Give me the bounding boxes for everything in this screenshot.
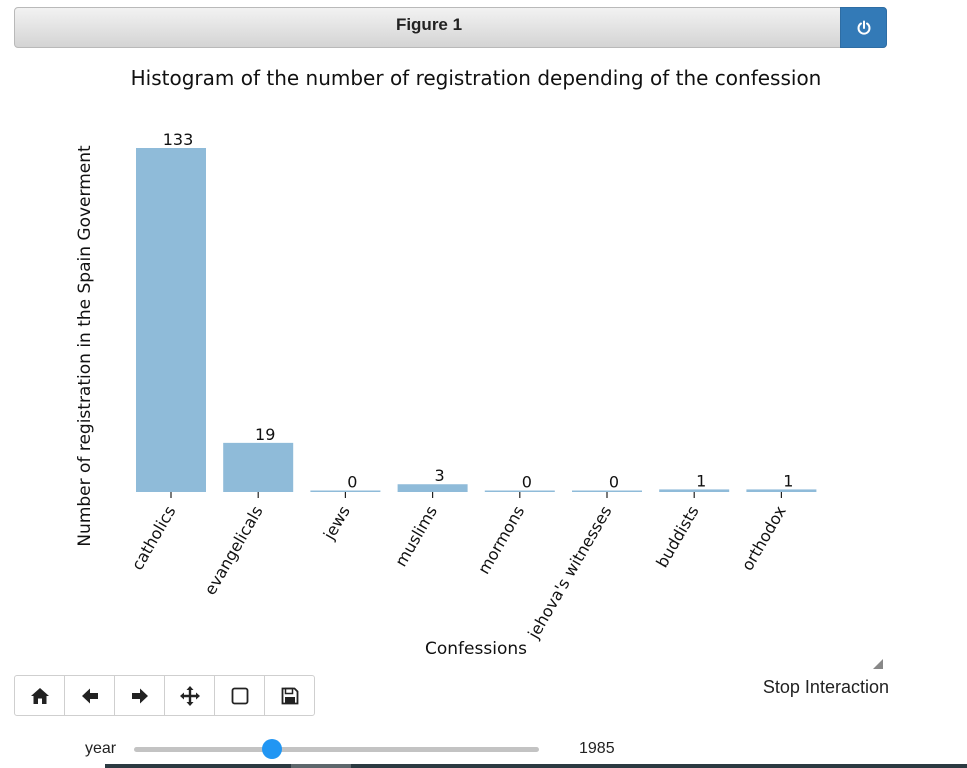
x-tick-label: muslims: [391, 503, 441, 570]
home-button[interactable]: [14, 675, 65, 716]
bar-chart: Histogram of the number of registration …: [75, 66, 822, 659]
x-tick-label: jehova's witnesses: [524, 503, 616, 643]
back-arrow-icon: [81, 688, 98, 703]
data-label: 0: [347, 473, 357, 492]
save-button[interactable]: [264, 675, 315, 716]
close-figure-button[interactable]: [840, 7, 887, 48]
data-label: 0: [522, 473, 532, 492]
year-slider-label: year: [85, 740, 117, 757]
bar-jehova-s-witnesses: [572, 490, 642, 492]
year-slider-value: 1985: [579, 740, 615, 757]
data-label: 19: [255, 425, 275, 444]
power-icon: [857, 20, 870, 35]
data-label: 0: [609, 473, 619, 492]
year-slider-track[interactable]: [134, 747, 539, 752]
zoom-button[interactable]: [214, 675, 265, 716]
pan-button[interactable]: [164, 675, 215, 716]
bar-buddists: [659, 489, 730, 492]
bar-catholics: [136, 148, 206, 492]
stop-interaction-link[interactable]: Stop Interaction: [762, 677, 889, 697]
forward-button[interactable]: [114, 675, 165, 716]
x-tick-label: catholics: [128, 503, 180, 574]
bar-jews: [310, 490, 381, 492]
x-tick-label: orthodox: [738, 503, 790, 574]
x-axis-label: Confessions: [425, 639, 527, 659]
bar-evangelicals: [223, 442, 294, 492]
horizontal-scrollbar[interactable]: [105, 764, 967, 768]
data-label: 133: [163, 130, 194, 149]
x-tick-label: jews: [319, 503, 354, 544]
figure-title: Figure 1: [395, 15, 463, 34]
back-button[interactable]: [64, 675, 115, 716]
toolbar: [14, 675, 315, 716]
bar-mormons: [484, 490, 555, 492]
save-floppy-icon: [281, 687, 298, 704]
bar-orthodox: [746, 489, 817, 492]
zoom-rectangle-icon: [231, 687, 248, 704]
data-label: 1: [696, 471, 706, 490]
resize-handle-icon[interactable]: [873, 659, 883, 669]
x-tick-label: evangelicals: [200, 503, 266, 599]
x-tick-label: mormons: [474, 503, 528, 578]
home-icon: [30, 687, 49, 704]
forward-arrow-icon: [131, 688, 148, 703]
year-slider-handle[interactable]: [261, 739, 282, 759]
y-axis-label: Number of registration in the Spain Gove…: [75, 145, 95, 547]
figure-header: Figure 1: [14, 7, 887, 48]
chart-title: Histogram of the number of registration …: [131, 66, 822, 90]
bar-muslims: [397, 484, 468, 492]
pan-move-icon: [179, 685, 200, 706]
data-label: 3: [435, 466, 445, 485]
x-tick-label: buddists: [652, 503, 702, 571]
scrollbar-thumb[interactable]: [291, 764, 351, 768]
data-label: 1: [783, 471, 793, 490]
